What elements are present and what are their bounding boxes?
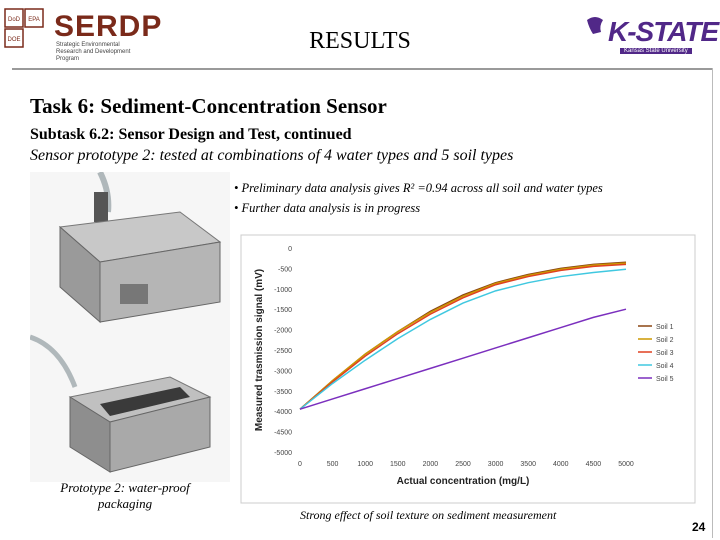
y-tick-label: -2500: [274, 348, 292, 355]
series-line: [299, 268, 627, 410]
x-tick-label: 3000: [488, 461, 504, 468]
bullet-r2-result: • Preliminary data analysis gives R² =0.…: [234, 181, 603, 195]
kstate-logo-icon: [587, 17, 603, 34]
x-tick-label: 4500: [586, 461, 602, 468]
y-tick-label: -4000: [274, 409, 292, 416]
x-tick-label: 1000: [357, 461, 373, 468]
serdp-logo-subtitle: Strategic Environmental Research and Dev…: [56, 42, 131, 62]
x-tick-label: 3500: [520, 461, 536, 468]
x-tick-label: 500: [327, 461, 339, 468]
photo-caption-line2: packaging: [97, 496, 153, 511]
y-tick-label: -2000: [274, 328, 292, 335]
x-tick-label: 1500: [390, 461, 406, 468]
legend-entry: Soil 2: [656, 337, 674, 344]
y-tick-label: 0: [288, 246, 292, 253]
x-tick-label: 2500: [455, 461, 471, 468]
y-tick-label: -5000: [274, 450, 292, 457]
photo-caption: Prototype 2: water-proof packaging: [30, 480, 220, 512]
slide-title: RESULTS: [309, 28, 411, 54]
y-tick-label: -1000: [274, 287, 292, 294]
badge-doe: DOE: [7, 37, 20, 43]
legend-entry: Soil 4: [656, 363, 674, 370]
x-axis-label: Actual concentration (mg/L): [397, 476, 530, 487]
y-tick-label: -3000: [274, 368, 292, 375]
series-line: [299, 308, 627, 410]
kstate-logo-text: K-STATE: [608, 16, 719, 47]
legend-entry: Soil 3: [656, 350, 674, 357]
y-tick-label: -500: [278, 266, 292, 273]
serdp-logo-text: SERDP: [54, 10, 163, 43]
y-axis-label: Measured trasmission signal (mV): [254, 269, 265, 431]
x-tick-label: 4000: [553, 461, 569, 468]
photo-caption-line1: Prototype 2: water-proof: [60, 480, 190, 495]
x-tick-label: 0: [298, 461, 302, 468]
y-tick-label: -3500: [274, 389, 292, 396]
legend-entry: Soil 1: [656, 324, 674, 331]
x-tick-label: 5000: [618, 461, 634, 468]
badge-epa: EPA: [28, 17, 40, 23]
y-tick-label: -1500: [274, 307, 292, 314]
subtask-heading: Subtask 6.2: Sensor Design and Test, con…: [30, 126, 352, 143]
badge-dod: DoD: [8, 17, 21, 23]
kstate-logo-subtitle: Kansas State University: [620, 48, 692, 54]
bullet-further-analysis: • Further data analysis is in progress: [234, 201, 421, 215]
series-line: [299, 262, 627, 410]
header-divider: [12, 68, 712, 70]
task-title: Task 6: Sediment-Concentration Sensor: [30, 94, 387, 118]
serdp-partner-badges: DoD EPA DOE: [4, 8, 44, 48]
x-tick-label: 2000: [423, 461, 439, 468]
page-number: 24: [692, 520, 706, 534]
legend-entry: Soil 5: [656, 376, 674, 383]
sensor-prototype-photo: [30, 172, 230, 482]
prototype-description: Sensor prototype 2: tested at combinatio…: [30, 147, 514, 164]
chart-caption: Strong effect of soil texture on sedimen…: [300, 508, 557, 522]
concentration-chart: 0 -500 -1000 -1500 -2000 -2500 -3000 -3500 -4000…: [240, 234, 696, 504]
right-border-rule: [712, 68, 713, 538]
chart-frame: [240, 234, 696, 504]
y-tick-label: -4500: [274, 430, 292, 437]
series-line: [299, 263, 627, 410]
